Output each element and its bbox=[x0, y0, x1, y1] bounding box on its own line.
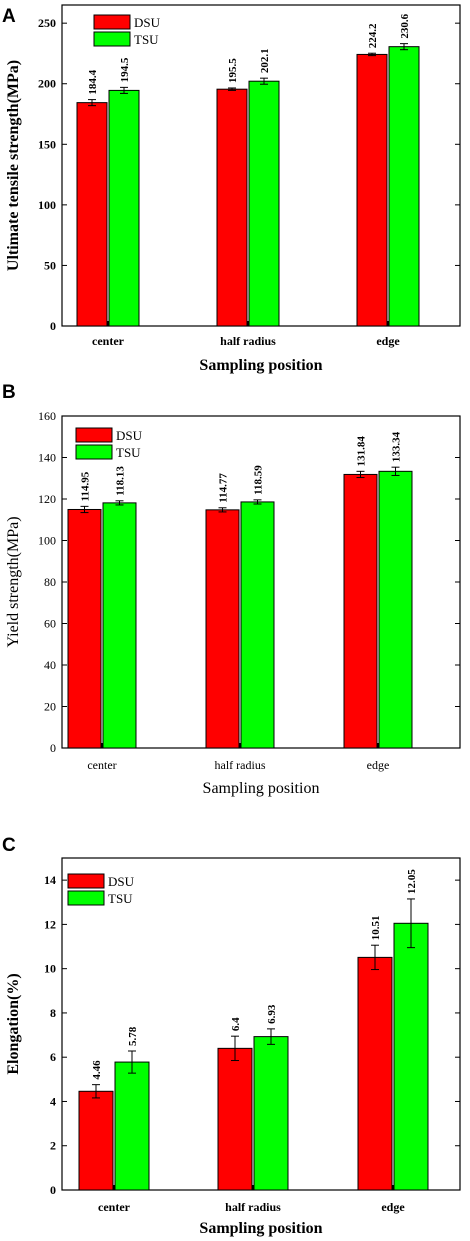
y-tick-label: 100 bbox=[38, 534, 56, 548]
y-tick-label: 120 bbox=[38, 492, 56, 506]
legend-swatch-dsu bbox=[67, 873, 105, 889]
bar-tsu bbox=[253, 1036, 289, 1191]
legend-label-dsu: DSU bbox=[116, 428, 143, 443]
bar-dsu bbox=[343, 473, 378, 749]
panel-letter: B bbox=[2, 382, 16, 403]
bar-tsu bbox=[393, 922, 429, 1191]
legend: DSU TSU bbox=[75, 427, 143, 460]
data-label: 114.77 bbox=[218, 473, 230, 503]
data-label: 6.93 bbox=[266, 1004, 278, 1024]
y-tick-label: 140 bbox=[38, 451, 56, 465]
y-tick-label: 10 bbox=[44, 962, 56, 976]
x-tick-label: edge bbox=[367, 758, 390, 772]
data-label: 4.46 bbox=[91, 1060, 103, 1080]
data-label: 224.2 bbox=[367, 23, 379, 48]
legend: DSU TSU bbox=[67, 873, 135, 906]
y-tick-label: 200 bbox=[38, 77, 56, 91]
x-tick-label: edge bbox=[376, 334, 400, 348]
y-tick-label: 150 bbox=[38, 137, 56, 151]
bar-tsu bbox=[388, 46, 420, 327]
y-tick-label: 40 bbox=[44, 658, 56, 672]
data-label: 118.13 bbox=[115, 466, 127, 496]
bar-tsu bbox=[378, 470, 413, 749]
data-label: 133.34 bbox=[391, 431, 403, 462]
y-tick-label: 250 bbox=[38, 16, 56, 30]
bar-tsu bbox=[102, 502, 137, 749]
legend-swatch-dsu bbox=[75, 427, 113, 443]
legend-swatch-tsu bbox=[75, 444, 113, 460]
x-tick-label: edge bbox=[381, 1200, 405, 1214]
x-axis-title: Sampling position bbox=[199, 357, 322, 374]
legend-label-dsu: DSU bbox=[108, 874, 135, 889]
y-tick-label: 2 bbox=[50, 1139, 56, 1153]
legend-label-tsu: TSU bbox=[108, 891, 133, 906]
data-label: 194.5 bbox=[119, 57, 131, 82]
legend-label-tsu: TSU bbox=[134, 32, 159, 47]
panel-c: C 0 2 4 6 8 10 12 14 Elongation(%) Sampling positi… bbox=[2, 835, 461, 1237]
x-tick-label: half radius bbox=[220, 334, 276, 348]
data-label: 114.95 bbox=[80, 471, 92, 501]
bar-dsu bbox=[205, 509, 240, 749]
y-tick-label: 50 bbox=[44, 258, 56, 272]
x-tick-label: half radius bbox=[225, 1200, 281, 1214]
bar-tsu bbox=[114, 1061, 150, 1191]
y-tick-label: 4 bbox=[50, 1094, 56, 1108]
x-tick-label: half radius bbox=[215, 758, 266, 772]
y-tick-label: 0 bbox=[50, 319, 56, 333]
data-label: 5.78 bbox=[127, 1026, 139, 1046]
y-tick-label: 100 bbox=[38, 198, 56, 212]
y-tick-label: 12 bbox=[44, 917, 56, 931]
y-tick-label: 0 bbox=[50, 1183, 56, 1197]
data-label: 12.05 bbox=[406, 869, 418, 894]
data-label: 6.4 bbox=[230, 1017, 242, 1031]
panel-b: B 0 20 40 60 80 100 120 140 160 Yield strength(MPa… bbox=[2, 382, 461, 797]
bar-tsu bbox=[108, 89, 140, 327]
legend-label-tsu: TSU bbox=[116, 445, 141, 460]
x-axis-title: Sampling position bbox=[199, 1220, 322, 1237]
y-tick-label: 0 bbox=[50, 741, 56, 755]
y-tick-label: 160 bbox=[38, 409, 56, 423]
bar-dsu bbox=[356, 53, 388, 327]
bar-tsu bbox=[240, 501, 275, 749]
legend: DSU TSU bbox=[93, 14, 161, 47]
x-tick-label: center bbox=[98, 1200, 131, 1214]
y-tick-label: 14 bbox=[44, 873, 56, 887]
panel-letter: C bbox=[2, 835, 16, 856]
data-label: 131.84 bbox=[356, 436, 368, 467]
data-label: 195.5 bbox=[227, 58, 239, 83]
legend-swatch-tsu bbox=[67, 890, 105, 906]
bar-dsu bbox=[216, 88, 248, 327]
y-axis-title: Ultimate tensile strength(MPa) bbox=[5, 60, 22, 271]
panel-letter: A bbox=[2, 6, 16, 27]
data-label: 10.51 bbox=[370, 915, 382, 940]
y-tick-label: 20 bbox=[44, 700, 56, 714]
y-tick-label: 80 bbox=[44, 575, 56, 589]
y-axis-title: Yield strength(MPa) bbox=[5, 516, 22, 647]
legend-label-dsu: DSU bbox=[134, 15, 161, 30]
y-tick-label: 60 bbox=[44, 617, 56, 631]
bar-dsu bbox=[67, 508, 102, 749]
legend-swatch-tsu bbox=[93, 31, 131, 47]
bar-dsu bbox=[76, 102, 108, 327]
bar-dsu bbox=[357, 956, 393, 1191]
y-axis-title: Elongation(%) bbox=[5, 973, 22, 1074]
y-tick-label: 6 bbox=[50, 1050, 56, 1064]
bar-dsu bbox=[78, 1090, 114, 1191]
bar-tsu bbox=[248, 80, 280, 327]
legend-swatch-dsu bbox=[93, 14, 131, 30]
data-label: 118.59 bbox=[253, 465, 265, 495]
data-label: 202.1 bbox=[259, 48, 271, 73]
data-label: 184.4 bbox=[87, 69, 99, 94]
x-tick-label: center bbox=[87, 758, 116, 772]
x-axis-title: Sampling position bbox=[203, 780, 320, 797]
y-tick-label: 8 bbox=[50, 1006, 56, 1020]
bar-dsu bbox=[217, 1047, 253, 1191]
x-tick-label: center bbox=[92, 334, 125, 348]
panel-a: A 0 50 100 150 200 250 Ultimate tensile strengt… bbox=[2, 4, 461, 374]
data-label: 230.6 bbox=[399, 13, 411, 38]
